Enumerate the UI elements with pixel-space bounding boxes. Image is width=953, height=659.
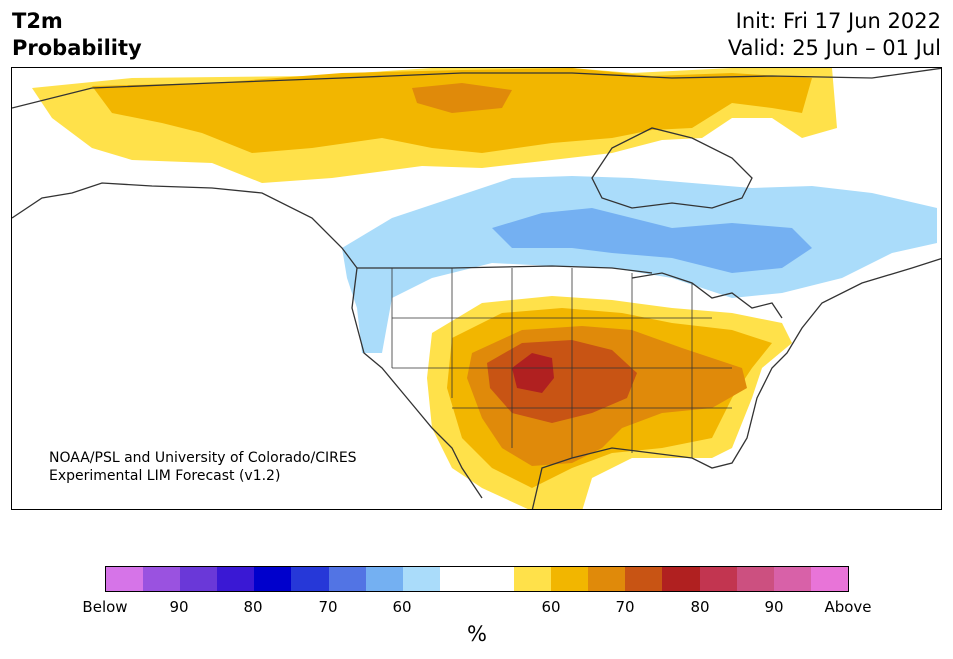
source-credit: NOAA/PSL and University of Colorado/CIRE… bbox=[49, 449, 357, 485]
colorbar-tick-label: 80 bbox=[690, 598, 710, 616]
colorbar bbox=[105, 566, 849, 592]
central-us-max-region bbox=[512, 353, 554, 393]
title-line-1: T2m bbox=[12, 9, 63, 33]
colorbar-segment bbox=[106, 567, 144, 591]
colorbar-tick-label: Above bbox=[824, 598, 872, 616]
colorbar-segment bbox=[773, 567, 811, 591]
coastlines bbox=[12, 68, 941, 509]
colorbar-tick-label: 60 bbox=[392, 598, 412, 616]
colorbar-segment bbox=[699, 567, 737, 591]
colorbar-segment bbox=[736, 567, 774, 591]
colorbar-segment bbox=[402, 567, 440, 591]
colorbar-tick-label: Below bbox=[82, 598, 128, 616]
great-lakes-outline bbox=[631, 272, 783, 319]
colorbar-segment bbox=[143, 567, 181, 591]
colorbar-segment bbox=[514, 567, 552, 591]
north-below-60-region bbox=[342, 176, 937, 353]
arctic-coast-outline bbox=[12, 68, 941, 109]
colorbar-segment bbox=[365, 567, 403, 591]
colorbar-segment bbox=[625, 567, 663, 591]
colorbar-segment bbox=[476, 567, 515, 591]
valid-range: Valid: 25 Jun – 01 Jul bbox=[727, 36, 941, 60]
colorbar-tick-label: 70 bbox=[318, 598, 338, 616]
north-below-70-region bbox=[492, 208, 812, 273]
colorbar-segment bbox=[551, 567, 589, 591]
colorbar-tick-label: 60 bbox=[541, 598, 561, 616]
colorbar-segment bbox=[662, 567, 700, 591]
title-line-2: Probability bbox=[12, 36, 142, 60]
map-canvas bbox=[12, 68, 941, 509]
colorbar-segment bbox=[810, 567, 848, 591]
init-date: Init: Fri 17 Jun 2022 bbox=[735, 9, 941, 33]
colorbar-segment bbox=[588, 567, 626, 591]
hudson-bay-outline bbox=[591, 127, 753, 209]
gulf-coast-outline bbox=[531, 257, 941, 509]
colorbar-segment bbox=[254, 567, 292, 591]
hudson-above-80-region bbox=[412, 83, 512, 113]
colorbar-tick-label: 90 bbox=[764, 598, 784, 616]
forecast-dates: Init: Fri 17 Jun 2022 Valid: 25 Jun – 01… bbox=[728, 8, 941, 62]
colorbar-segment bbox=[328, 567, 366, 591]
colorbar-unit-label: % bbox=[467, 622, 487, 646]
state-lines bbox=[391, 268, 732, 458]
map-title: T2m Probability bbox=[12, 8, 142, 62]
colorbar-tick-label: 80 bbox=[243, 598, 263, 616]
colorbar-tick-label: 90 bbox=[169, 598, 189, 616]
west-coast-outline bbox=[12, 182, 483, 499]
colorbar-tick-label: 70 bbox=[615, 598, 635, 616]
credit-line-1: NOAA/PSL and University of Colorado/CIRE… bbox=[49, 450, 357, 466]
colorbar-segment bbox=[217, 567, 255, 591]
colorbar-segment bbox=[291, 567, 329, 591]
colorbar-segment bbox=[180, 567, 218, 591]
us-canada-border bbox=[357, 265, 653, 274]
colorbar-segment bbox=[439, 567, 477, 591]
credit-line-2: Experimental LIM Forecast (v1.2) bbox=[49, 468, 281, 484]
probability-map bbox=[11, 67, 942, 510]
